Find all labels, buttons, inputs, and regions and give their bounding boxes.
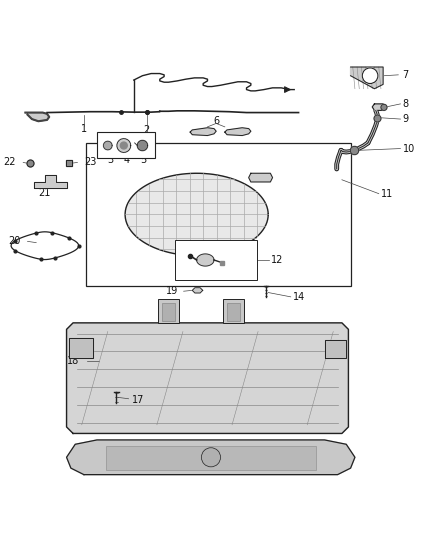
Text: 11: 11 [381, 189, 393, 199]
Polygon shape [325, 340, 346, 358]
Polygon shape [25, 112, 49, 121]
Polygon shape [192, 288, 203, 293]
Polygon shape [34, 175, 67, 189]
FancyBboxPatch shape [158, 299, 179, 323]
Polygon shape [67, 440, 355, 474]
Text: 23: 23 [84, 157, 96, 167]
Polygon shape [69, 338, 92, 358]
Text: 20: 20 [9, 236, 21, 246]
Text: 22: 22 [4, 157, 16, 167]
Polygon shape [350, 67, 383, 88]
Circle shape [362, 68, 378, 84]
FancyBboxPatch shape [97, 132, 155, 158]
Text: 16: 16 [134, 457, 146, 466]
Text: 6: 6 [213, 116, 219, 126]
Polygon shape [103, 141, 112, 150]
Text: 10: 10 [403, 143, 415, 154]
Polygon shape [197, 254, 214, 266]
FancyBboxPatch shape [175, 240, 258, 279]
Polygon shape [67, 323, 348, 433]
Polygon shape [125, 173, 268, 256]
FancyBboxPatch shape [227, 303, 240, 321]
FancyBboxPatch shape [86, 143, 350, 286]
Polygon shape [372, 104, 385, 110]
Circle shape [201, 448, 220, 467]
Text: 17: 17 [131, 395, 144, 405]
Text: 9: 9 [403, 114, 409, 124]
Text: 12: 12 [271, 255, 284, 265]
Text: 2: 2 [144, 125, 150, 135]
FancyBboxPatch shape [162, 303, 175, 321]
Text: 4: 4 [124, 155, 130, 165]
Polygon shape [190, 128, 216, 135]
Text: 5: 5 [141, 155, 147, 165]
Polygon shape [138, 140, 148, 151]
Polygon shape [249, 173, 272, 182]
Text: 7: 7 [403, 70, 409, 80]
Text: 1: 1 [81, 124, 87, 134]
Text: 3: 3 [107, 155, 113, 165]
FancyBboxPatch shape [106, 447, 316, 470]
Text: 8: 8 [403, 99, 409, 109]
Polygon shape [120, 142, 127, 149]
FancyBboxPatch shape [223, 299, 244, 323]
Polygon shape [225, 128, 251, 135]
Text: 18: 18 [67, 356, 80, 366]
Text: 21: 21 [39, 188, 51, 198]
Circle shape [381, 104, 387, 110]
Polygon shape [117, 139, 131, 152]
Text: 15: 15 [212, 457, 225, 467]
Text: 19: 19 [166, 286, 178, 296]
Text: 14: 14 [293, 292, 306, 302]
